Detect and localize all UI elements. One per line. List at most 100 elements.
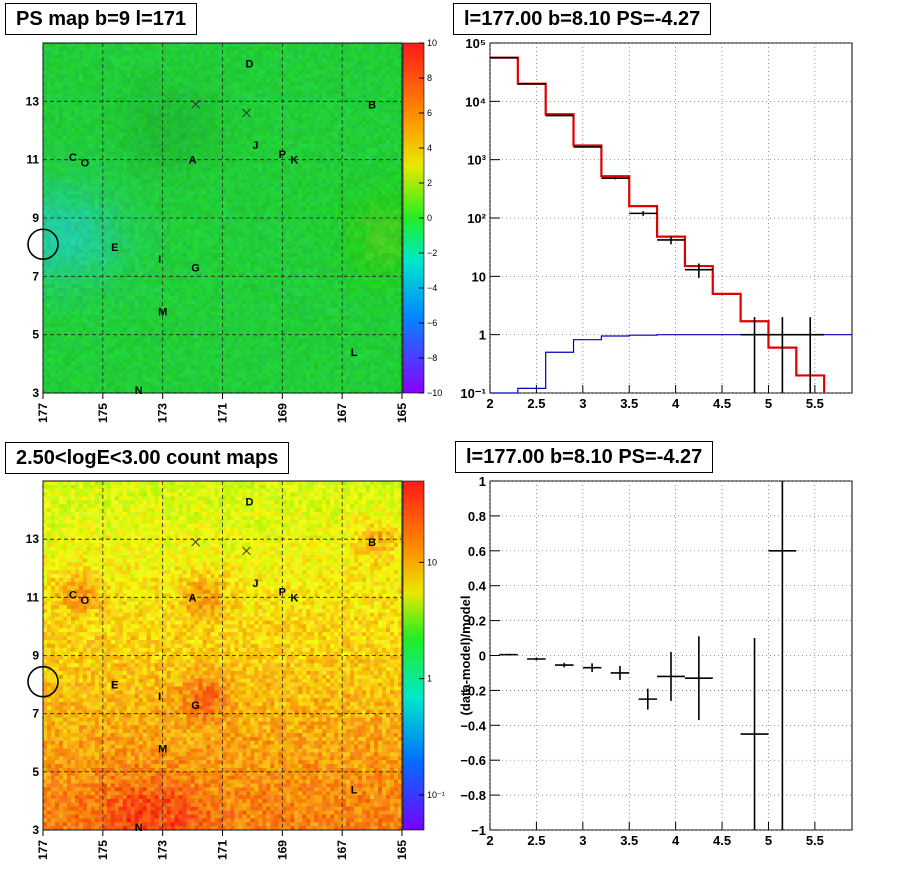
psmap-heatmap-cell [202, 342, 207, 347]
psmap-heatmap-cell [258, 85, 263, 91]
psmap-heatmap-cell [122, 54, 128, 59]
psmap-heatmap-cell [210, 342, 215, 347]
psmap-heatmap-cell [66, 105, 72, 110]
psmap-heatmap-cell [218, 315, 223, 320]
psmap-heatmap-cell [258, 175, 263, 180]
psmap-heatmap-cell [162, 369, 168, 374]
psmap-heatmap-cell [174, 120, 180, 126]
psmap-heatmap-cell [126, 268, 132, 273]
psmap-heatmap-cell [210, 330, 215, 336]
psmap-heatmap-cell [178, 109, 184, 114]
psmap-heatmap-cell [182, 284, 187, 289]
psmap-heatmap-cell [254, 381, 259, 386]
psmap-heatmap-cell [90, 46, 96, 52]
psmap-heatmap-cell [54, 249, 60, 254]
psmap-heatmap-cell [138, 109, 144, 114]
psmap-heatmap-cell [78, 46, 84, 52]
psmap-heatmap-cell [102, 140, 108, 145]
psmap-heatmap-cell [178, 249, 184, 254]
psmap-heatmap-cell [170, 179, 176, 184]
psmap-heatmap-cell [102, 361, 108, 367]
psmap-heatmap-cell [70, 268, 76, 273]
psmap-heatmap-cell [98, 58, 104, 63]
psmap-heatmap-cell [90, 210, 96, 215]
psmap-heatmap-cell [126, 264, 132, 269]
psmap-heatmap-cell [94, 97, 100, 102]
psmap-heatmap-cell [154, 295, 160, 301]
psmap-heatmap-cell [106, 369, 112, 374]
psmap-heatmap-cell [166, 373, 172, 378]
psmap-heatmap-cell [226, 116, 231, 122]
psmap-heatmap-cell [210, 373, 215, 378]
psmap-heatmap-cell [174, 97, 180, 102]
psmap-heatmap-cell [43, 124, 48, 129]
psmap-heatmap-cell [78, 233, 84, 238]
psmap-heatmap-cell [114, 361, 120, 367]
psmap-heatmap-cell [222, 167, 227, 172]
psmap-heatmap-cell [46, 369, 52, 374]
psmap-heatmap-cell [190, 167, 195, 172]
psmap-heatmap-cell [250, 186, 255, 192]
psmap-heatmap-cell [202, 264, 207, 269]
psmap-heatmap-cell [98, 81, 104, 87]
psmap-heatmap-cell [186, 202, 191, 207]
psmap-heatmap-cell [86, 303, 92, 308]
psmap-heatmap-cell [202, 338, 207, 343]
psmap-heatmap-cell [226, 155, 231, 161]
psmap-heatmap-cell [170, 295, 176, 301]
psmap-heatmap-cell [262, 78, 267, 83]
psmap-heatmap-cell [210, 260, 215, 266]
psmap-heatmap-cell [182, 326, 187, 332]
psmap-heatmap-cell [218, 361, 223, 367]
psmap-heatmap-cell [214, 183, 219, 188]
psmap-heatmap-cell [222, 342, 227, 347]
psmap-heatmap-cell [74, 43, 80, 48]
psmap-heatmap-cell [218, 128, 223, 133]
psmap-heatmap-cell [46, 253, 52, 258]
psmap-heatmap-cell [66, 315, 72, 320]
psmap-heatmap-cell [206, 183, 211, 188]
psmap-heatmap-cell [250, 229, 255, 234]
psmap-heatmap-cell [43, 175, 48, 180]
psmap-heatmap-cell [194, 315, 199, 320]
psmap-heatmap-cell [206, 326, 211, 332]
psmap-heatmap-cell [98, 253, 104, 258]
psmap-heatmap-cell [250, 319, 255, 324]
psmap-heatmap-cell [58, 206, 64, 211]
psmap-heatmap-cell [154, 284, 160, 289]
psmap-heatmap-cell [226, 105, 231, 110]
psmap-heatmap-cell [246, 272, 251, 277]
psmap-heatmap-cell [138, 218, 144, 223]
psmap-heatmap-cell [106, 128, 112, 133]
psmap-heatmap-cell [238, 323, 243, 328]
psmap-heatmap-cell [110, 303, 116, 308]
psmap-heatmap-cell [234, 109, 239, 114]
psmap-heatmap-cell [258, 109, 263, 114]
psmap-heatmap-cell [194, 179, 199, 184]
psmap-heatmap-cell [154, 268, 160, 273]
psmap-heatmap-cell [118, 46, 124, 52]
psmap-heatmap-cell [46, 229, 52, 234]
psmap-heatmap-cell [126, 54, 132, 59]
psmap-heatmap-cell [142, 85, 148, 91]
psmap-heatmap-cell [126, 361, 132, 367]
psmap-heatmap-cell [122, 280, 128, 285]
psmap-heatmap-cell [134, 253, 140, 258]
psmap-heatmap-cell [234, 140, 239, 145]
psmap-heatmap-cell [218, 346, 223, 351]
psmap-heatmap-cell [86, 315, 92, 320]
psmap-heatmap-cell [82, 116, 88, 122]
psmap-heatmap-cell [78, 315, 84, 320]
psmap-heatmap-cell [114, 291, 120, 297]
psmap-heatmap-cell [142, 389, 148, 394]
psmap-heatmap-cell [50, 202, 56, 207]
psmap-heatmap-cell [242, 389, 247, 394]
psmap-heatmap-cell [90, 214, 96, 219]
psmap-heatmap-cell [214, 194, 219, 199]
psmap-heatmap-cell [214, 190, 219, 196]
psmap-heatmap-cell [118, 276, 124, 281]
psmap-heatmap-cell [158, 326, 164, 332]
psmap-heatmap-cell [122, 167, 128, 172]
psmap-heatmap-cell [94, 81, 100, 87]
psmap-heatmap-cell [162, 307, 168, 312]
